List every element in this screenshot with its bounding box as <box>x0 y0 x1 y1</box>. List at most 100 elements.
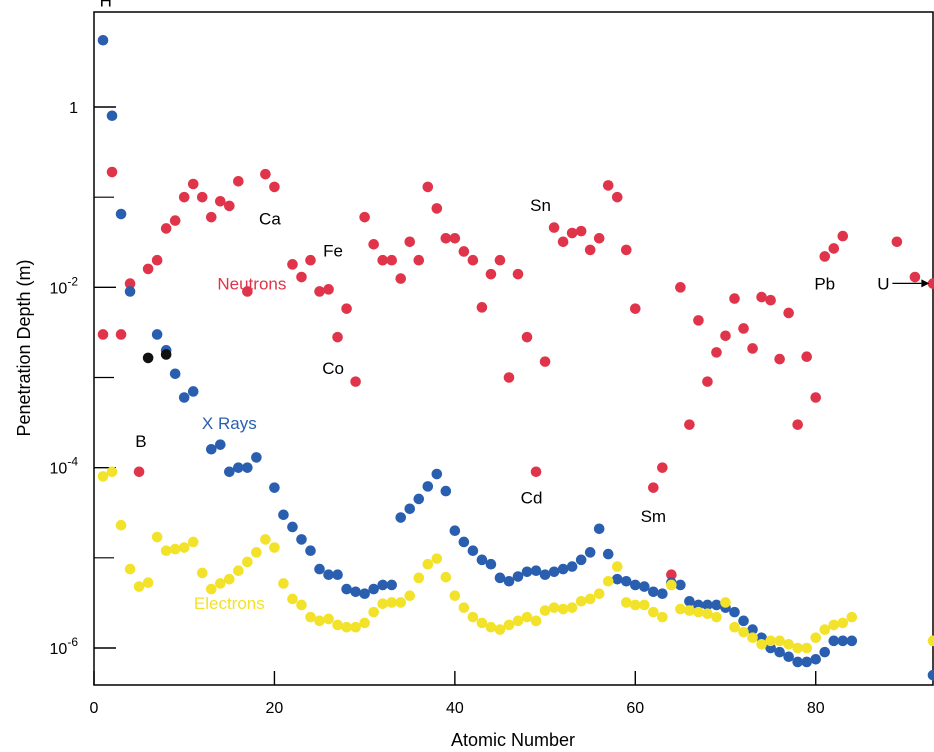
electrons-point <box>747 632 758 644</box>
neutrons-point <box>620 244 632 256</box>
neutrons-point <box>233 175 244 187</box>
neutrons-point <box>720 330 731 342</box>
x-rays-point <box>467 545 479 556</box>
neutrons-point <box>169 215 181 226</box>
electrons-point <box>151 531 163 543</box>
neutrons-point <box>449 232 461 244</box>
x-rays-point <box>124 286 136 297</box>
neutrons-point <box>909 271 921 283</box>
neutrons-point <box>296 271 307 283</box>
x-rays-point <box>251 452 262 463</box>
x-rays-point <box>620 575 632 587</box>
electrons-point <box>693 606 704 618</box>
electrons-point <box>837 617 849 629</box>
x-rays-point <box>169 368 181 380</box>
electrons-point <box>675 603 686 615</box>
x-rays-point <box>449 525 461 536</box>
neutrons-point <box>287 259 298 270</box>
electrons-point <box>115 519 127 531</box>
neutrons-point <box>557 236 569 248</box>
electrons-point <box>332 619 343 631</box>
neutrons-point <box>440 232 452 244</box>
series-label: X Rays <box>202 414 257 433</box>
electrons-point <box>278 578 289 589</box>
x-rays-point <box>314 563 325 575</box>
neutrons-point <box>684 419 695 430</box>
electrons-point <box>765 635 776 647</box>
neutrons-point <box>593 232 605 244</box>
electrons-point <box>927 635 934 647</box>
x-rays-point <box>233 462 244 473</box>
x-rays-point <box>422 481 434 492</box>
x-rays-point <box>738 615 749 627</box>
x-rays-point <box>413 493 425 505</box>
electrons-point <box>422 558 434 570</box>
neutrons-point <box>711 347 722 358</box>
element-annotation: Fe <box>323 241 343 260</box>
x-rays-point <box>305 545 316 556</box>
element-annotation: U <box>877 274 889 293</box>
x-rays-point <box>828 635 840 647</box>
neutrons-point <box>629 303 641 314</box>
neutrons-point <box>485 268 497 280</box>
x-rays-point <box>332 569 343 581</box>
chart-labels: Neutrons X Rays Electrons H B Ca Fe Co Sn Cd Sm Pb U <box>100 0 930 613</box>
electrons-point <box>530 615 542 627</box>
electrons-point <box>359 617 370 629</box>
x-rays-point <box>602 548 614 560</box>
neutrons-point <box>792 419 803 430</box>
x-rays-point <box>97 34 109 46</box>
element-annotation: Co <box>322 359 344 378</box>
electrons-point <box>215 578 226 589</box>
electrons-point <box>828 619 840 631</box>
x-tick-label: 0 <box>90 700 99 717</box>
electrons-point <box>711 611 722 623</box>
electrons-point <box>521 611 533 623</box>
electrons-point <box>846 611 858 623</box>
neutrons-point <box>133 466 145 478</box>
element-annotation: Pb <box>814 274 835 293</box>
x-rays-point <box>521 566 533 578</box>
electrons-point <box>657 611 668 623</box>
x-rays-point <box>440 485 452 497</box>
x-rays-point <box>629 579 641 591</box>
electrons-point <box>431 553 443 564</box>
x-rays-point <box>648 586 659 598</box>
x-rays-point <box>341 583 352 595</box>
electrons-point <box>639 599 650 611</box>
electrons-point <box>260 534 271 545</box>
element-annotation: Cd <box>521 489 543 508</box>
neutrons-point <box>395 273 407 284</box>
x-rays-point <box>494 572 506 584</box>
electrons-point <box>756 638 767 650</box>
electrons-point <box>458 602 470 613</box>
electrons-point <box>512 615 524 627</box>
neutrons-point <box>476 302 488 313</box>
y-tick-label: 10-2 <box>50 274 79 297</box>
neutrons-point <box>386 254 398 266</box>
neutrons-point <box>512 268 524 280</box>
neutrons-point <box>458 246 470 257</box>
x-rays-point <box>350 586 361 598</box>
neutrons-point <box>187 178 199 190</box>
neutrons-point <box>765 294 776 306</box>
neutrons-point <box>801 351 812 363</box>
neutrons-point <box>350 376 361 387</box>
electrons-point <box>368 606 379 618</box>
neutrons-point <box>160 223 172 234</box>
electrons-point <box>648 606 659 618</box>
x-rays-point <box>774 646 785 658</box>
electrons-point <box>503 619 515 631</box>
electrons-point <box>142 577 154 588</box>
neutrons-point <box>611 191 623 203</box>
x-rays-point <box>205 443 217 455</box>
neutrons-point <box>675 282 686 293</box>
electrons-point <box>783 638 794 650</box>
x-rays-point <box>729 606 740 618</box>
x-rays-point <box>215 439 226 450</box>
x-rays-point <box>404 503 416 515</box>
x-tick-label: 20 <box>266 700 284 717</box>
x-rays-point <box>458 536 470 548</box>
x-rays-point <box>611 573 623 585</box>
